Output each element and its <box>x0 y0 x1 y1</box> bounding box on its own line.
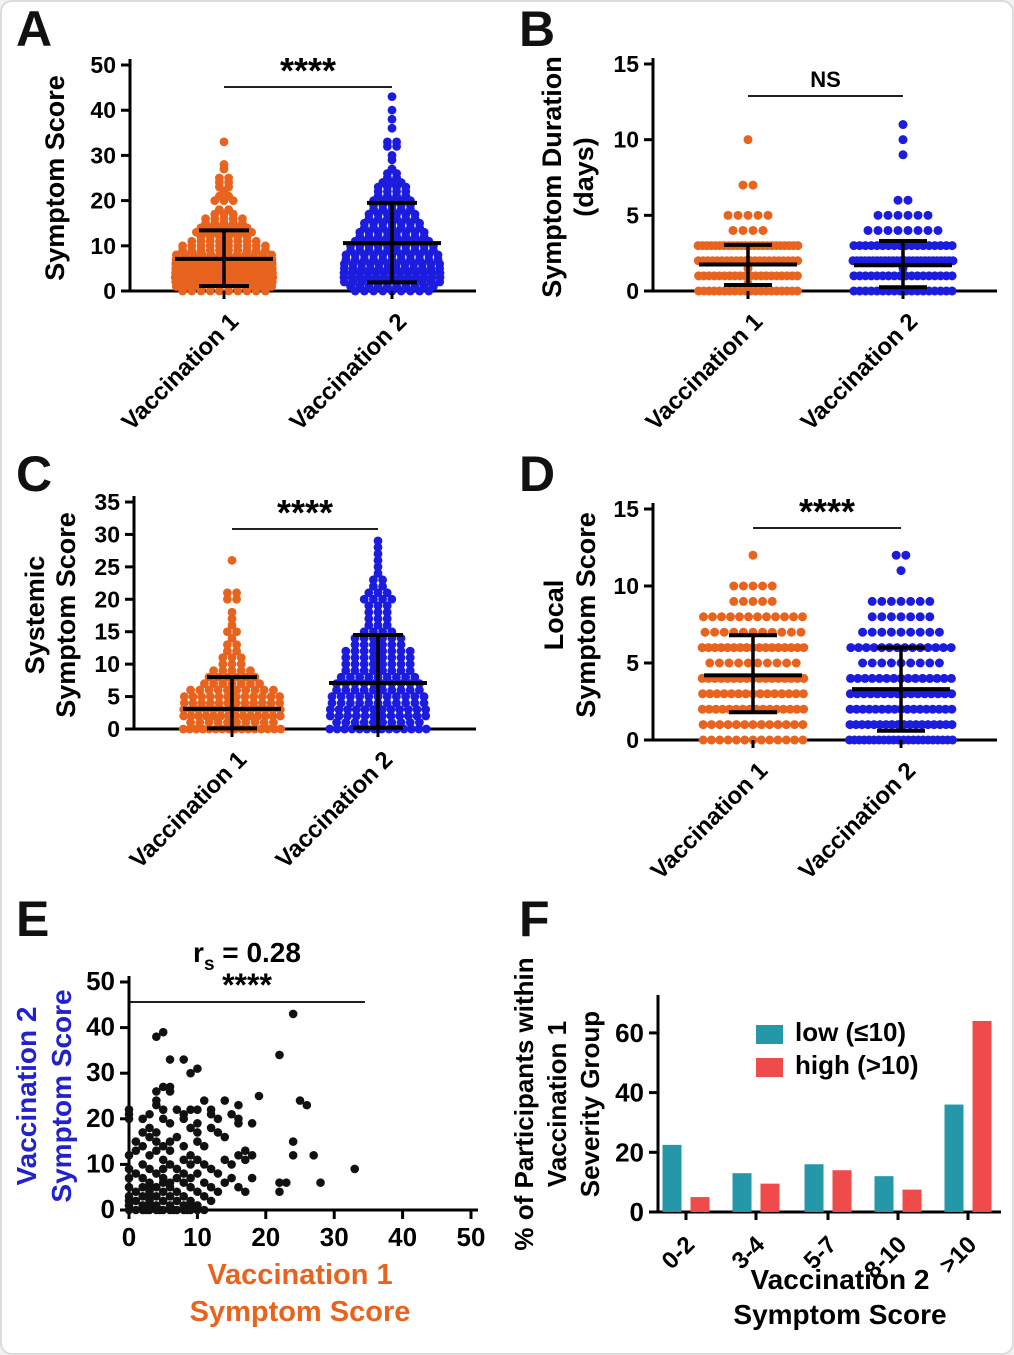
panel-d-local-symptom-score: D 0 5 10 15 Vaccination 1 Vaccination 2 **** Lo… <box>505 447 1012 892</box>
svg-text:****: **** <box>799 491 855 532</box>
svg-text:Symptom Duration: Symptom Duration <box>537 56 567 298</box>
svg-text:10: 10 <box>86 1148 115 1178</box>
svg-text:5: 5 <box>626 650 639 676</box>
svg-text:0: 0 <box>103 278 116 304</box>
svg-text:Local: Local <box>539 580 569 651</box>
svg-text:0: 0 <box>626 278 639 304</box>
svg-text:40: 40 <box>86 1012 115 1042</box>
panel-e-correlation-scatter: E 0 10 20 30 40 50 0 10 20 30 40 50 rs = 0.28 **** Vac… <box>2 892 509 1353</box>
svg-text:Vaccination 1: Vaccination 1 <box>542 1021 572 1187</box>
svg-text:50: 50 <box>86 966 115 996</box>
svg-text:40: 40 <box>615 1078 644 1108</box>
svg-text:0-2: 0-2 <box>657 1231 701 1275</box>
svg-text:Vaccination 1: Vaccination 1 <box>641 308 769 436</box>
svg-text:25: 25 <box>94 554 120 580</box>
svg-text:Symptom Score: Symptom Score <box>40 75 70 281</box>
svg-text:60: 60 <box>615 1018 644 1048</box>
panel-a-letter: A <box>16 1 53 57</box>
svg-text:NS: NS <box>810 67 841 92</box>
svg-text:50: 50 <box>457 1222 486 1252</box>
svg-text:Symptom Score: Symptom Score <box>733 1299 946 1330</box>
svg-text:40: 40 <box>388 1222 417 1252</box>
panel-b-chart: 0 5 10 15 Vaccination 1 Vaccination 2 NS Sympto… <box>537 51 997 436</box>
svg-text:30: 30 <box>94 521 120 547</box>
panel-e-letter: E <box>16 891 50 947</box>
panel-d-chart: 0 5 10 15 Vaccination 1 Vaccination 2 **** Loca… <box>539 491 997 885</box>
svg-text:Vaccination 2: Vaccination 2 <box>11 1007 42 1186</box>
svg-text:Vaccination 2: Vaccination 2 <box>796 308 924 436</box>
svg-text:0: 0 <box>630 1197 644 1227</box>
panel-c-systemic-symptom-score: C 0 5 10 15 20 25 30 35 Vaccination 1 Vaccination… <box>2 447 509 892</box>
svg-text:15: 15 <box>613 496 639 522</box>
svg-text:(days): (days) <box>569 137 599 217</box>
panel-f-severity-bars: F 0 20 40 60 0-2 3-4 5-7 8-10 >10 low (≤10) high (… <box>505 892 1012 1353</box>
svg-text:Vaccination 2: Vaccination 2 <box>751 1264 930 1295</box>
svg-text:Symptom Score: Symptom Score <box>51 512 81 718</box>
panel-e-chart: 0 10 20 30 40 50 0 10 20 30 40 50 rs = 0.28**** Vacci… <box>11 937 486 1328</box>
svg-text:% of Participants within: % of Participants within <box>509 957 539 1250</box>
svg-text:Symptom Score: Symptom Score <box>571 512 601 718</box>
svg-text:Symptom Score: Symptom Score <box>46 989 77 1202</box>
svg-text:low (≤10): low (≤10) <box>795 1017 906 1047</box>
svg-text:Vaccination 2: Vaccination 2 <box>794 757 922 885</box>
svg-text:30: 30 <box>320 1222 349 1252</box>
svg-text:Severity Group: Severity Group <box>575 1011 605 1197</box>
svg-text:35: 35 <box>94 489 120 515</box>
svg-text:30: 30 <box>86 1057 115 1087</box>
svg-text:20: 20 <box>90 188 116 214</box>
svg-text:high (>10): high (>10) <box>795 1050 919 1080</box>
svg-text:5: 5 <box>626 202 639 228</box>
svg-text:40: 40 <box>90 97 116 123</box>
svg-text:Vaccination 1: Vaccination 1 <box>117 308 245 436</box>
svg-text:Symptom Score: Symptom Score <box>190 1296 411 1328</box>
panel-c-chart: 0 5 10 15 20 25 30 35 Vaccination 1 Vaccination 2… <box>20 489 476 874</box>
svg-text:Vaccination 2: Vaccination 2 <box>271 746 399 874</box>
svg-text:Systemic: Systemic <box>20 556 50 675</box>
panel-f-letter: F <box>519 891 550 947</box>
svg-text:15: 15 <box>613 51 639 77</box>
svg-text:Vaccination 2: Vaccination 2 <box>285 308 413 436</box>
svg-text:Vaccination 1: Vaccination 1 <box>207 1259 392 1291</box>
svg-text:0: 0 <box>107 716 120 742</box>
svg-text:0: 0 <box>626 727 639 753</box>
svg-text:Vaccination 1: Vaccination 1 <box>125 746 253 874</box>
svg-text:****: **** <box>277 492 333 533</box>
panel-b-symptom-duration: B 0 5 10 15 Vaccination 1 Vaccination 2 NS Symp… <box>505 2 1012 447</box>
svg-text:10: 10 <box>613 127 639 153</box>
panel-c-letter: C <box>16 446 53 502</box>
svg-text:0: 0 <box>101 1194 115 1224</box>
panel-b-letter: B <box>519 1 556 57</box>
panel-a-symptom-score: A 0 10 20 30 40 50 Vaccination 1 Vaccination 2 *… <box>2 2 509 447</box>
svg-text:15: 15 <box>94 619 120 645</box>
svg-text:10: 10 <box>90 233 116 259</box>
svg-text:20: 20 <box>251 1222 280 1252</box>
svg-text:****: **** <box>280 50 336 91</box>
svg-text:10: 10 <box>183 1222 212 1252</box>
svg-text:****: **** <box>222 967 272 1003</box>
svg-text:20: 20 <box>94 586 120 612</box>
panel-a-chart: 0 10 20 30 40 50 Vaccination 1 Vaccination 2 ***… <box>40 50 476 436</box>
svg-text:0: 0 <box>122 1222 136 1252</box>
svg-text:20: 20 <box>615 1137 644 1167</box>
svg-text:30: 30 <box>90 142 116 168</box>
panel-d-letter: D <box>519 446 556 502</box>
svg-text:Vaccination 1: Vaccination 1 <box>646 757 774 885</box>
svg-text:10: 10 <box>94 651 120 677</box>
svg-text:rs = 0.28: rs = 0.28 <box>193 937 301 975</box>
svg-text:20: 20 <box>86 1103 115 1133</box>
svg-text:10: 10 <box>613 573 639 599</box>
svg-text:>10: >10 <box>934 1231 982 1279</box>
svg-text:50: 50 <box>90 52 116 78</box>
svg-text:5: 5 <box>107 684 120 710</box>
